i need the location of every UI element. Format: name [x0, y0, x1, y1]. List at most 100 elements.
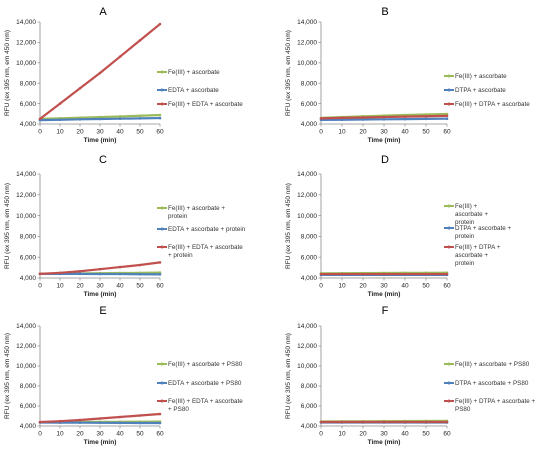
legend-label-a-1: EDTA + ascorbate	[168, 87, 219, 94]
data-point-c-2	[98, 267, 102, 271]
data-point-c-2	[138, 263, 142, 267]
x-tick-label-a: 20	[76, 129, 84, 136]
x-tick-label-b: 20	[359, 129, 367, 136]
data-point-d-2	[340, 272, 344, 276]
x-tick-label-a: 60	[156, 129, 164, 136]
y-tick-label-e: 4,000	[20, 423, 37, 430]
legend-label-c-0: protein	[168, 213, 188, 220]
legend-label-f-2: PS80	[455, 406, 471, 413]
x-tick-label-d: 40	[401, 283, 409, 290]
legend-marker-b-2	[447, 102, 451, 106]
data-point-b-0	[445, 112, 449, 116]
data-point-c-2	[118, 265, 122, 269]
y-tick-label-a: 4,000	[20, 121, 37, 128]
x-tick-label-e: 10	[56, 431, 64, 438]
data-point-a-1	[118, 117, 122, 120]
data-point-d-2	[403, 272, 407, 276]
legend-marker-e-2	[160, 399, 164, 403]
y-tick-label-c: 4,000	[20, 275, 37, 282]
legend-label-e-0: Fe(III) + ascorbate + PS80	[168, 361, 243, 368]
data-point-b-2	[403, 115, 407, 118]
legend-label-e-1: EDTA + ascorbate + PS80	[168, 380, 242, 387]
x-tick-label-e: 40	[116, 431, 124, 438]
y-tick-label-c: 6,000	[20, 254, 37, 261]
y-tick-label-c: 14,000	[16, 171, 36, 178]
x-tick-label-a: 10	[56, 129, 64, 136]
panel-letter-e: E	[99, 305, 106, 317]
legend-marker-d-0	[447, 204, 451, 208]
x-tick-label-c: 40	[116, 283, 124, 290]
data-point-b-1	[340, 118, 344, 122]
y-tick-label-d: 12,000	[297, 192, 317, 199]
y-tick-label-c: 12,000	[16, 192, 36, 199]
legend-marker-d-1	[447, 226, 451, 230]
x-tick-label-a: 50	[136, 129, 144, 136]
data-point-d-2	[424, 272, 428, 276]
x-tick-label-c: 20	[76, 283, 84, 290]
x-axis-title-e: Time (min)	[84, 439, 117, 446]
panel-letter-f: F	[382, 305, 389, 317]
legend-marker-c-0	[160, 206, 164, 210]
y-tick-label-f: 8,000	[301, 383, 318, 390]
x-tick-label-c: 0	[38, 283, 42, 290]
x-tick-label-e: 0	[38, 431, 42, 438]
legend-label-d-2: protein	[455, 260, 475, 267]
x-tick-label-f: 0	[319, 431, 323, 438]
panel-letter-b: B	[381, 6, 388, 18]
legend-marker-b-1	[447, 88, 451, 92]
legend-marker-d-2	[447, 245, 451, 249]
legend-label-b-0: Fe(III) + ascorbate	[455, 73, 507, 80]
x-tick-label-c: 30	[96, 283, 104, 290]
data-point-a-2	[138, 39, 142, 42]
x-tick-label-d: 10	[338, 283, 346, 290]
legend-label-d-2: Fe(III) + DTPA +	[455, 244, 501, 251]
data-point-e-2	[78, 418, 82, 422]
data-point-e-2	[58, 419, 62, 423]
data-point-c-1	[158, 273, 162, 276]
data-point-a-1	[158, 116, 162, 120]
data-point-b-2	[382, 115, 386, 119]
data-point-a-2	[98, 71, 102, 75]
legend-label-c-2: Fe(III) + EDTA + ascorbate	[168, 244, 243, 251]
data-point-e-1	[138, 421, 142, 425]
y-axis-title-c: RFU (ex 395 nm, em 450 nm)	[4, 183, 11, 269]
data-point-c-2	[58, 271, 62, 275]
data-point-b-2	[445, 114, 449, 118]
series-line-a-2	[39, 23, 161, 120]
y-tick-label-b: 10,000	[297, 60, 317, 67]
data-point-a-0	[98, 115, 102, 119]
data-point-c-1	[118, 272, 122, 276]
y-tick-label-a: 10,000	[16, 60, 36, 67]
data-point-a-2	[78, 87, 82, 90]
x-axis-title-c: Time (min)	[84, 291, 117, 298]
x-tick-label-c: 10	[56, 283, 64, 290]
x-tick-label-c: 60	[156, 283, 164, 290]
data-point-d-2	[382, 272, 386, 276]
y-tick-label-e: 14,000	[16, 323, 36, 330]
y-axis-title-a: RFU (ex 395 nm, em 450 nm)	[4, 30, 11, 116]
data-point-a-2	[118, 55, 122, 58]
data-point-a-1	[58, 118, 62, 122]
y-tick-label-d: 10,000	[297, 213, 317, 220]
y-tick-label-f: 12,000	[297, 343, 317, 350]
y-tick-label-c: 10,000	[16, 213, 36, 220]
x-axis-title-f: Time (min)	[368, 439, 401, 446]
data-point-a-0	[158, 113, 162, 117]
y-tick-label-f: 4,000	[301, 423, 318, 430]
x-tick-label-e: 60	[156, 431, 164, 438]
y-tick-label-b: 8,000	[301, 80, 318, 87]
panel-letter-a: A	[99, 6, 107, 18]
y-axis-title-e: RFU (ex 395 nm, em 450 nm)	[4, 333, 11, 419]
y-tick-label-e: 10,000	[16, 363, 36, 370]
x-tick-label-b: 60	[443, 129, 451, 136]
data-point-b-1	[403, 117, 407, 121]
data-point-b-1	[361, 118, 365, 121]
x-axis-title-b: Time (min)	[368, 137, 401, 144]
data-point-a-1	[138, 117, 142, 120]
legend-label-b-2: Fe(III) + DTPA + ascorbate	[455, 101, 530, 108]
y-tick-label-a: 8,000	[20, 80, 37, 87]
legend-marker-c-1	[160, 227, 164, 231]
y-tick-label-d: 8,000	[301, 234, 318, 241]
data-point-b-2	[319, 117, 323, 120]
